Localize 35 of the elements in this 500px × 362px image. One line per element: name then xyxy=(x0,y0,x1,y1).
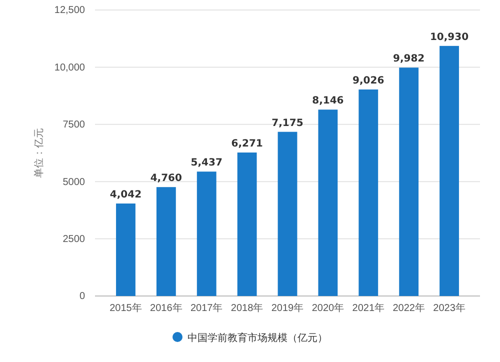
text: 5,437 xyxy=(190,158,222,169)
x-tick-label: 2021年 xyxy=(352,302,385,314)
text: 9,982 xyxy=(393,54,425,65)
text: 8,146 xyxy=(312,96,344,107)
x-tick-label: 2015年 xyxy=(110,302,142,314)
y-axis-title: 单位：亿元 xyxy=(33,128,45,178)
bar xyxy=(318,110,338,296)
bar xyxy=(156,187,176,296)
y-tick-label: 7500 xyxy=(62,120,86,131)
x-tick-label: 2020年 xyxy=(312,302,344,314)
y-tick-label: 0 xyxy=(79,291,86,302)
bar xyxy=(358,89,378,296)
text: 4,760 xyxy=(150,173,182,184)
y-tick-label: 12,500 xyxy=(54,5,86,16)
y-tick-label: 2500 xyxy=(62,234,86,245)
x-tick-label: 2022年 xyxy=(392,302,425,314)
text: 6,271 xyxy=(231,138,263,150)
text: 4,042 xyxy=(110,190,142,201)
bar xyxy=(196,172,216,296)
x-tick-label: 2018年 xyxy=(230,302,264,314)
x-tick-label: 2019年 xyxy=(271,302,304,314)
y-tick-label: 5000 xyxy=(62,176,86,188)
bar xyxy=(440,46,459,296)
bar xyxy=(116,204,136,296)
x-tick-label: 2016年 xyxy=(150,302,182,314)
y-tick-label: 10,000 xyxy=(54,62,86,74)
legend-label: 中国学前教育市场规模（亿元） xyxy=(188,332,328,344)
x-tick-label: 2023年 xyxy=(433,302,466,314)
text: 9,026 xyxy=(352,75,384,86)
text: 10,930 xyxy=(430,32,469,43)
bar xyxy=(399,68,419,296)
text: 7,175 xyxy=(272,118,304,129)
bar xyxy=(237,152,257,296)
x-tick-label: 2017年 xyxy=(190,302,223,314)
bar xyxy=(278,132,298,296)
